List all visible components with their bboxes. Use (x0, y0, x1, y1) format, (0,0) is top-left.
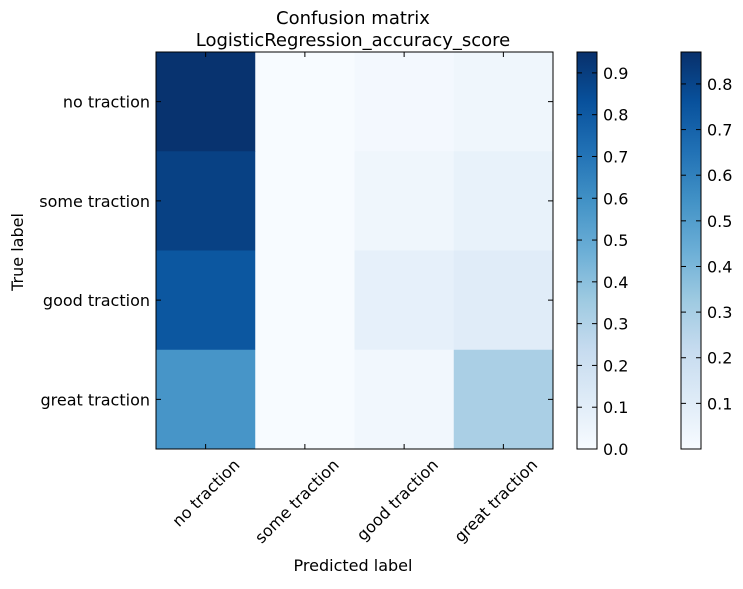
colorbar-tick-label: 0.2 (707, 349, 732, 368)
heatmap-cell (255, 250, 355, 351)
heatmap-cell (354, 349, 455, 450)
y-tick-label: good traction (43, 291, 150, 310)
heatmap-cell (156, 151, 256, 251)
colorbar-tick-label: 0.5 (603, 231, 628, 250)
heatmap-cell (453, 151, 554, 251)
chart-title-line1: Confusion matrix (276, 8, 430, 29)
y-axis-label: True label (8, 213, 27, 292)
x-tick-label: good traction (353, 455, 442, 544)
x-tick-label: some traction (251, 455, 343, 547)
heatmap-cells (156, 52, 554, 450)
colorbar-1-ticks: 0.0 0.1 0.2 0.3 0.4 0.5 0.6 0.7 0.8 0.9 (577, 64, 628, 459)
colorbar-tick-label: 0.8 (603, 106, 628, 125)
heatmap-cell (453, 349, 554, 450)
plot-frame (155, 51, 554, 450)
colorbar-tick-label: 0.9 (603, 64, 628, 83)
colorbar-tick-label: 0.1 (603, 398, 628, 417)
heatmap-cell (453, 52, 554, 152)
colorbar-tick-label: 0.8 (707, 75, 732, 94)
colorbar-tick-label: 0.4 (707, 257, 732, 276)
y-axis-ticks: no traction some traction good traction gre… (39, 93, 553, 409)
heatmap-cell (255, 151, 355, 251)
x-axis-label: Predicted label (294, 556, 413, 575)
y-tick-label: great traction (41, 390, 151, 409)
colorbar-2 (680, 51, 702, 450)
heatmap-cell (156, 349, 256, 450)
x-tick-label: great traction (450, 455, 541, 546)
heatmap-cell (255, 349, 355, 450)
y-tick-label: some traction (39, 192, 150, 211)
colorbar-1 (576, 51, 598, 450)
colorbar-tick-label: 0.3 (707, 303, 732, 322)
heatmap-cell (453, 250, 554, 351)
heatmap-cell (156, 250, 256, 351)
x-tick-label: no traction (168, 455, 243, 530)
heatmap-cell (156, 52, 256, 152)
colorbar-tick-label: 0.7 (603, 147, 628, 166)
colorbar-tick-label: 0.5 (707, 212, 732, 231)
chart-title-line2: LogisticRegression_accuracy_score (196, 30, 511, 51)
heatmap-cell (354, 151, 455, 251)
colorbar-tick-label: 0.4 (603, 273, 628, 292)
colorbar-tick-label: 0.6 (707, 166, 732, 185)
colorbar-tick-label: 0.1 (707, 394, 732, 413)
heatmap-cell (354, 52, 455, 152)
y-tick-label: no traction (63, 93, 150, 112)
colorbar-tick-label: 0.3 (603, 315, 628, 334)
colorbar-tick-label: 0.6 (603, 189, 628, 208)
colorbar-tick-label: 0.0 (603, 440, 628, 459)
colorbar-tick-label: 0.2 (603, 356, 628, 375)
heatmap-cell (354, 250, 455, 351)
colorbar-tick-label: 0.7 (707, 121, 732, 140)
colorbar-2-ticks: 0.1 0.2 0.3 0.4 0.5 0.6 0.7 0.8 (681, 75, 732, 413)
heatmap-cell (255, 52, 355, 152)
